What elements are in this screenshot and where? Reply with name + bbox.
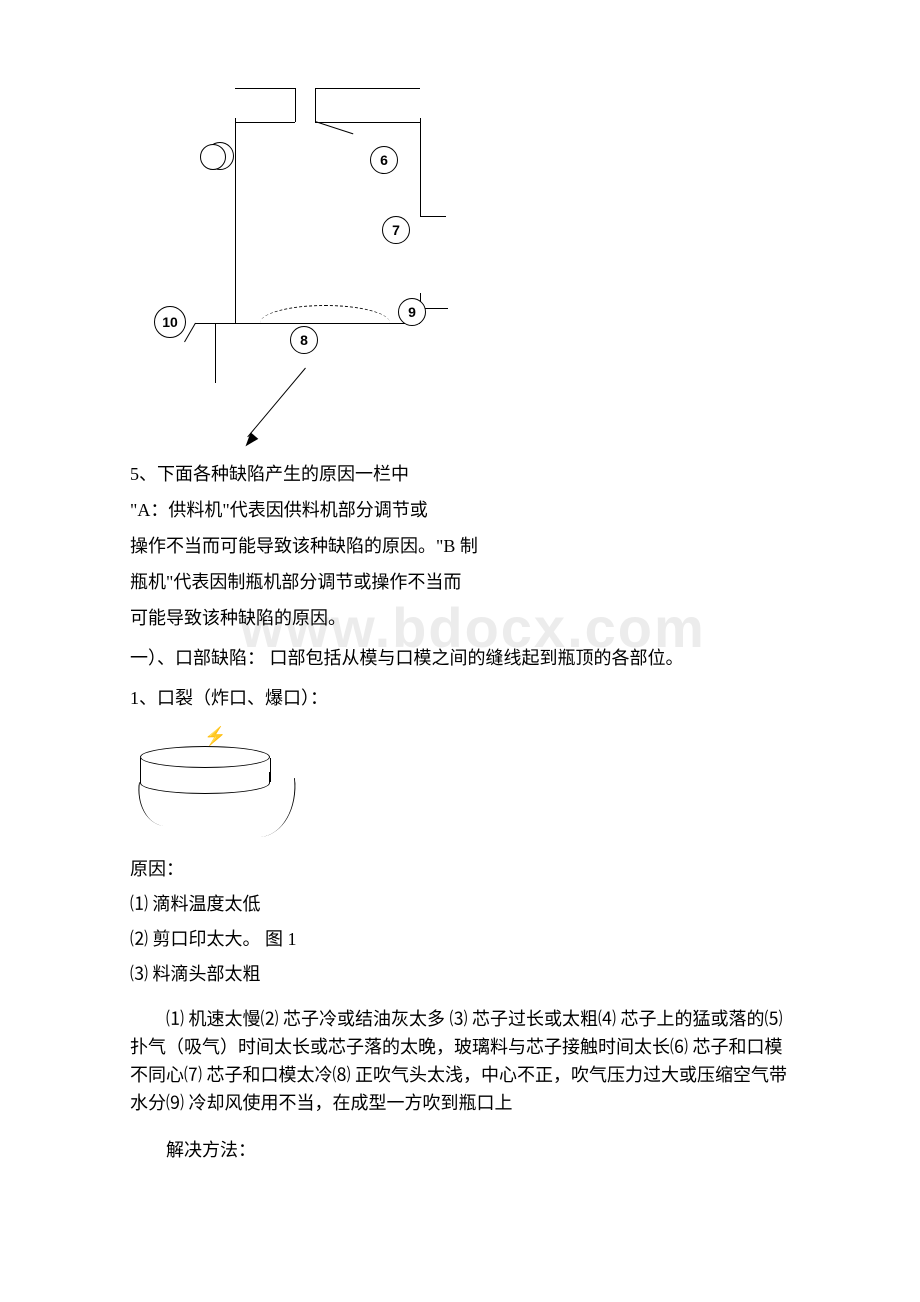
text-line: ⑶ 料滴头部太粗 [130,957,790,992]
page-content: 5 6 7 8 9 10 5、下面各种缺陷产生的原因一栏中 "A：供料机"代表因… [0,0,920,1208]
crack-icon: ⚡ [204,726,226,747]
label-circle-10: 10 [154,306,186,338]
text-line: 原因： [130,852,790,887]
diagram-mouth-crack: ⚡ [130,724,310,844]
text-line: 一）、口部缺陷： 口部包括从模与口模之间的缝线起到瓶顶的各部位。 [130,640,790,676]
diagram-bottle: 5 6 7 8 9 10 [160,88,460,428]
label-circle-6: 6 [370,146,398,174]
text-line: "A：供料机"代表因供料机部分调节或 [130,492,790,528]
text-line: 瓶机"代表因制瓶机部分调节或操作不当而 [130,564,790,600]
arrow-icon [242,432,259,449]
label-circle-5b [200,144,226,170]
text-line: 操作不当而可能导致该种缺陷的原因。"B 制 [130,528,790,564]
label-circle-9: 9 [398,298,426,326]
text-line: ⑵ 剪口印太大。 图 1 [130,922,790,957]
text-line: ⑴ 滴料温度太低 [130,887,790,922]
text-line: 解决方法： [130,1132,790,1168]
label-circle-8: 8 [290,326,318,354]
label-circle-7: 7 [382,216,410,244]
text-line: 可能导致该种缺陷的原因。 [130,600,790,636]
text-paragraph: ⑴ 机速太慢⑵ 芯子冷或结油灰太多 ⑶ 芯子过长或太粗⑷ 芯子上的猛或落的⑸ 扑… [130,1006,790,1118]
text-line: 1、口裂（炸口、爆口）： [130,680,790,716]
text-line: 5、下面各种缺陷产生的原因一栏中 [130,456,790,492]
